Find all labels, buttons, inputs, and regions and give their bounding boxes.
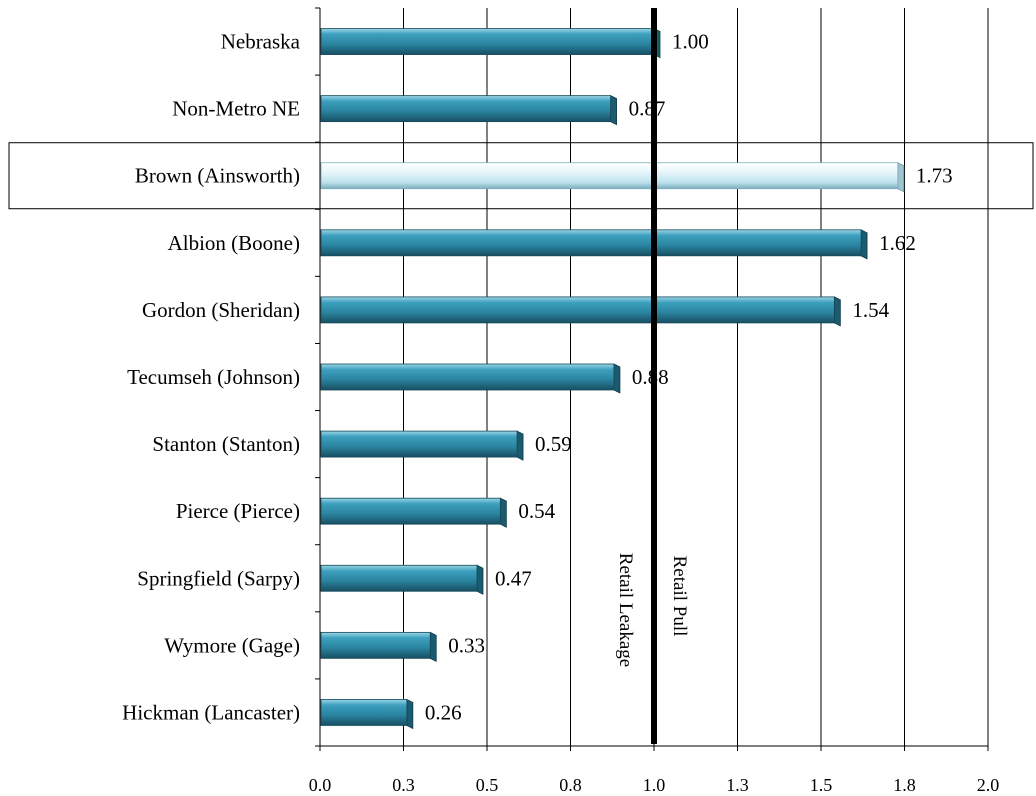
bar-end-cap <box>897 162 905 193</box>
bar-end-cap <box>516 430 524 461</box>
bar-end-cap <box>429 631 437 663</box>
value-label: 1.62 <box>879 231 916 255</box>
bars <box>320 27 905 730</box>
value-label: 0.47 <box>495 566 532 590</box>
x-tick-label: 1.8 <box>893 775 916 795</box>
category-label: Tecumseh (Johnson) <box>127 365 300 389</box>
value-label: 0.59 <box>535 432 572 456</box>
bar-end-cap <box>406 698 414 730</box>
bar-tecumseh-johnson <box>320 363 615 391</box>
value-labels: 1.00 0.87 1.73 1.62 1.54 0.88 0.59 0.54 0.47 0.33… <box>425 30 953 725</box>
category-label: Stanton (Stanton) <box>152 432 300 456</box>
category-label: Albion (Boone) <box>168 231 300 255</box>
retail-pull-label: Retail Pull <box>669 556 690 637</box>
value-label: 1.73 <box>916 164 953 188</box>
value-label: 0.54 <box>518 499 555 523</box>
bar-end-cap <box>860 229 868 260</box>
category-label: Brown (Ainsworth) <box>135 164 300 188</box>
bar-brown-ainsworth <box>320 162 899 190</box>
x-tick-label: 1.5 <box>810 775 833 795</box>
bar-wymore-gage <box>320 631 431 659</box>
x-tick-label: 0.0 <box>309 775 332 795</box>
bar-end-cap <box>610 94 617 126</box>
x-tick-label: 0.3 <box>392 775 415 795</box>
x-tick-label: 2.0 <box>977 775 1000 795</box>
bar-stanton-stanton <box>320 430 518 458</box>
category-label: Nebraska <box>221 30 301 54</box>
tick-labels: 0.0 0.3 0.5 0.8 1.0 1.3 1.5 1.8 2.0 <box>309 775 1000 795</box>
bar-springfield-sarpy <box>320 564 478 592</box>
category-label: Hickman (Lancaster) <box>122 700 300 724</box>
x-tick-label: 1.0 <box>643 775 666 795</box>
category-label: Wymore (Gage) <box>164 633 300 657</box>
bar-gordon-sheridan <box>320 296 835 324</box>
bar-nebraska <box>320 28 655 55</box>
category-label: Gordon (Sheridan) <box>142 298 300 322</box>
bar-end-cap <box>499 497 507 528</box>
value-label: 0.33 <box>448 633 485 657</box>
category-label: Pierce (Pierce) <box>176 499 300 523</box>
value-label: 0.26 <box>425 700 462 724</box>
value-label: 0.88 <box>632 365 669 389</box>
bar-end-cap <box>613 363 621 394</box>
category-label: Non-Metro NE <box>172 97 300 121</box>
x-tick-label: 0.8 <box>559 775 582 795</box>
bar-albion-boone <box>320 229 862 257</box>
annotations: Retail Leakage Retail Pull <box>8 142 1034 667</box>
axes <box>315 7 989 751</box>
bar-end-cap <box>833 296 841 327</box>
value-label: 1.00 <box>672 30 709 54</box>
x-tick-label: 0.5 <box>476 775 499 795</box>
retail-leakage-label: Retail Leakage <box>615 553 636 667</box>
bar-non-metro-ne <box>320 95 611 123</box>
value-label: 0.87 <box>629 97 666 121</box>
value-label: 1.54 <box>852 298 889 322</box>
bar-end-cap <box>476 564 484 595</box>
x-tick-label: 1.3 <box>726 775 749 795</box>
category-label: Springfield (Sarpy) <box>137 566 300 590</box>
bar-pierce-pierce <box>320 497 501 525</box>
bar-hickman-lancaster <box>320 699 408 726</box>
highlight-box <box>8 142 1034 210</box>
category-labels: Nebraska Non-Metro NE Brown (Ainsworth) Alb… <box>122 30 301 725</box>
